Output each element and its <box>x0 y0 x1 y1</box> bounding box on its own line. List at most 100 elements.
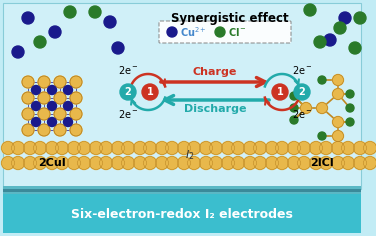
Circle shape <box>104 16 116 28</box>
Circle shape <box>68 156 80 169</box>
Circle shape <box>32 118 41 126</box>
Circle shape <box>156 142 168 155</box>
Circle shape <box>121 156 135 169</box>
Circle shape <box>221 142 235 155</box>
Circle shape <box>346 104 354 112</box>
Circle shape <box>332 88 344 100</box>
Circle shape <box>272 84 288 100</box>
FancyBboxPatch shape <box>159 21 291 43</box>
Text: 2: 2 <box>299 87 305 97</box>
Bar <box>3 194 361 233</box>
Circle shape <box>56 156 68 169</box>
Circle shape <box>232 156 244 169</box>
Circle shape <box>349 42 361 54</box>
Circle shape <box>38 92 50 104</box>
Circle shape <box>177 156 191 169</box>
Text: 2e$^-$: 2e$^-$ <box>118 64 138 76</box>
Circle shape <box>133 156 147 169</box>
Circle shape <box>89 156 103 169</box>
Circle shape <box>244 156 256 169</box>
Text: Synergistic effect: Synergistic effect <box>171 12 289 25</box>
Circle shape <box>200 156 212 169</box>
Circle shape <box>188 156 200 169</box>
Bar <box>3 186 361 189</box>
Circle shape <box>38 76 50 88</box>
Circle shape <box>253 142 267 155</box>
Text: 2CuI: 2CuI <box>38 158 66 168</box>
Circle shape <box>320 156 332 169</box>
Circle shape <box>341 156 355 169</box>
Circle shape <box>276 142 288 155</box>
Circle shape <box>54 76 66 88</box>
Circle shape <box>23 142 36 155</box>
Circle shape <box>144 156 156 169</box>
Circle shape <box>346 90 354 98</box>
Circle shape <box>32 85 41 94</box>
Circle shape <box>324 34 336 46</box>
Circle shape <box>265 156 279 169</box>
Circle shape <box>341 142 355 155</box>
Circle shape <box>294 84 310 100</box>
Text: I$_2$: I$_2$ <box>185 148 195 162</box>
Text: Charge: Charge <box>193 67 237 77</box>
Circle shape <box>64 101 73 110</box>
Circle shape <box>22 76 34 88</box>
Circle shape <box>332 131 344 142</box>
Circle shape <box>165 156 179 169</box>
Circle shape <box>309 156 323 169</box>
Circle shape <box>34 36 46 48</box>
Circle shape <box>22 12 34 24</box>
Circle shape <box>56 142 68 155</box>
Circle shape <box>133 142 147 155</box>
Circle shape <box>209 142 223 155</box>
Circle shape <box>290 92 298 100</box>
Bar <box>3 3 361 189</box>
Text: Discharge: Discharge <box>184 104 246 114</box>
Circle shape <box>339 12 351 24</box>
Circle shape <box>70 124 82 136</box>
Circle shape <box>70 76 82 88</box>
Circle shape <box>297 156 311 169</box>
Circle shape <box>156 156 168 169</box>
Circle shape <box>2 156 15 169</box>
Circle shape <box>309 142 323 155</box>
Circle shape <box>244 142 256 155</box>
Circle shape <box>32 101 41 110</box>
Circle shape <box>47 101 56 110</box>
Circle shape <box>364 156 376 169</box>
Circle shape <box>38 108 50 120</box>
Circle shape <box>120 84 136 100</box>
Circle shape <box>354 12 366 24</box>
Circle shape <box>47 85 56 94</box>
Circle shape <box>70 92 82 104</box>
Circle shape <box>64 85 73 94</box>
Circle shape <box>12 142 24 155</box>
Circle shape <box>320 142 332 155</box>
Circle shape <box>70 108 82 120</box>
Circle shape <box>318 76 326 84</box>
Circle shape <box>177 142 191 155</box>
Circle shape <box>276 156 288 169</box>
Circle shape <box>112 42 124 54</box>
Circle shape <box>47 118 56 126</box>
Circle shape <box>33 142 47 155</box>
Circle shape <box>54 124 66 136</box>
Bar <box>3 192 361 194</box>
Circle shape <box>167 27 177 37</box>
Circle shape <box>22 92 34 104</box>
Text: 2e$^-$: 2e$^-$ <box>292 108 312 120</box>
Circle shape <box>209 156 223 169</box>
Circle shape <box>215 27 225 37</box>
Circle shape <box>54 92 66 104</box>
Circle shape <box>64 118 73 126</box>
Circle shape <box>38 124 50 136</box>
Circle shape <box>100 142 112 155</box>
Circle shape <box>12 156 24 169</box>
Circle shape <box>89 6 101 18</box>
Circle shape <box>121 142 135 155</box>
Circle shape <box>49 26 61 38</box>
Circle shape <box>22 108 34 120</box>
Circle shape <box>221 156 235 169</box>
Circle shape <box>297 142 311 155</box>
Circle shape <box>332 142 344 155</box>
